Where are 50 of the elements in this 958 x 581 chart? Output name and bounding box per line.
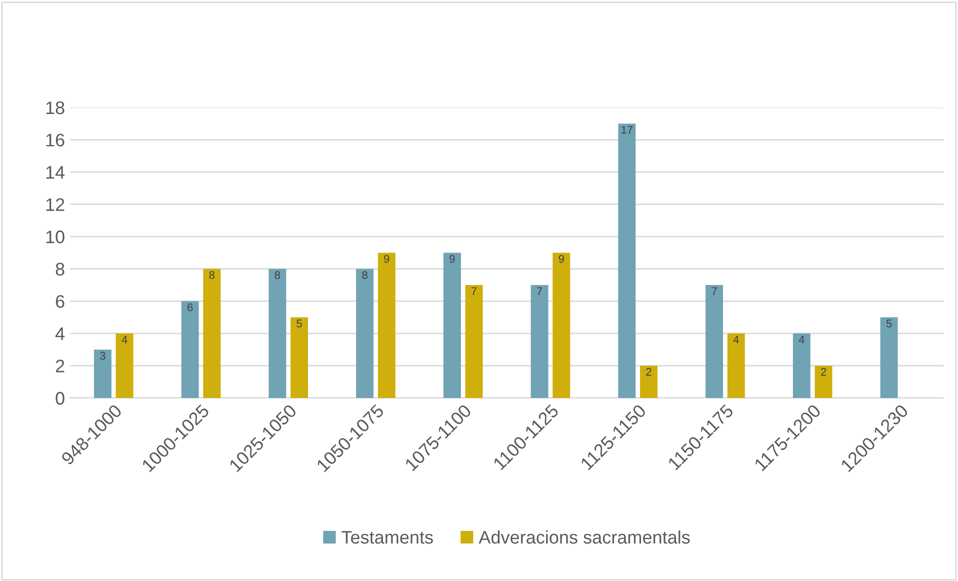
bar: [792, 333, 810, 398]
bar: [203, 268, 221, 398]
y-tick-label: 2: [56, 360, 64, 372]
data-label: 8: [209, 271, 215, 279]
bar: [378, 252, 396, 398]
data-label: 9: [558, 254, 564, 263]
data-label: 7: [472, 287, 477, 295]
bar: [116, 333, 134, 398]
data-label: 8: [274, 271, 280, 279]
data-label: 4: [798, 336, 804, 344]
bar: [530, 285, 548, 398]
data-label: 7: [537, 287, 542, 295]
y-tick-label: 16: [46, 134, 64, 146]
y-tick-label: 4: [55, 328, 65, 340]
data-label: 5: [296, 320, 302, 328]
data-label: 5: [886, 320, 892, 328]
y-tick-label: 0: [56, 392, 64, 405]
legend-label: Testaments: [342, 531, 433, 544]
y-tick-label: 8: [56, 262, 64, 276]
y-tick-label: 10: [46, 230, 64, 244]
bar: [356, 268, 374, 398]
bar: [640, 366, 658, 398]
bar: [268, 268, 286, 398]
y-tick-label: 6: [56, 295, 64, 308]
bar: [814, 366, 832, 398]
data-label: 9: [384, 254, 390, 263]
bar: [94, 350, 112, 398]
data-label: 2: [646, 368, 652, 376]
data-label: 3: [100, 352, 106, 360]
y-tick-label: 18: [46, 101, 64, 114]
bar: [181, 301, 199, 398]
bar: [465, 285, 483, 398]
bar: [290, 317, 308, 398]
bar: [706, 285, 724, 398]
data-label: 6: [188, 303, 193, 312]
bar: [727, 333, 745, 398]
data-label: 4: [122, 336, 128, 344]
bar: [618, 124, 636, 398]
data-label: 17: [622, 126, 633, 134]
bar: [552, 252, 570, 398]
data-label: 9: [450, 254, 455, 263]
legend-label: Adveracions sacramentals: [478, 530, 690, 544]
bar: [443, 252, 461, 398]
y-tick-label: 14: [46, 166, 65, 179]
data-label: 4: [733, 336, 739, 344]
data-label: 8: [362, 271, 368, 279]
y-tick-label: 12: [46, 198, 64, 211]
data-label: 2: [820, 368, 826, 376]
data-label: 7: [712, 287, 717, 295]
bar: [880, 317, 898, 398]
